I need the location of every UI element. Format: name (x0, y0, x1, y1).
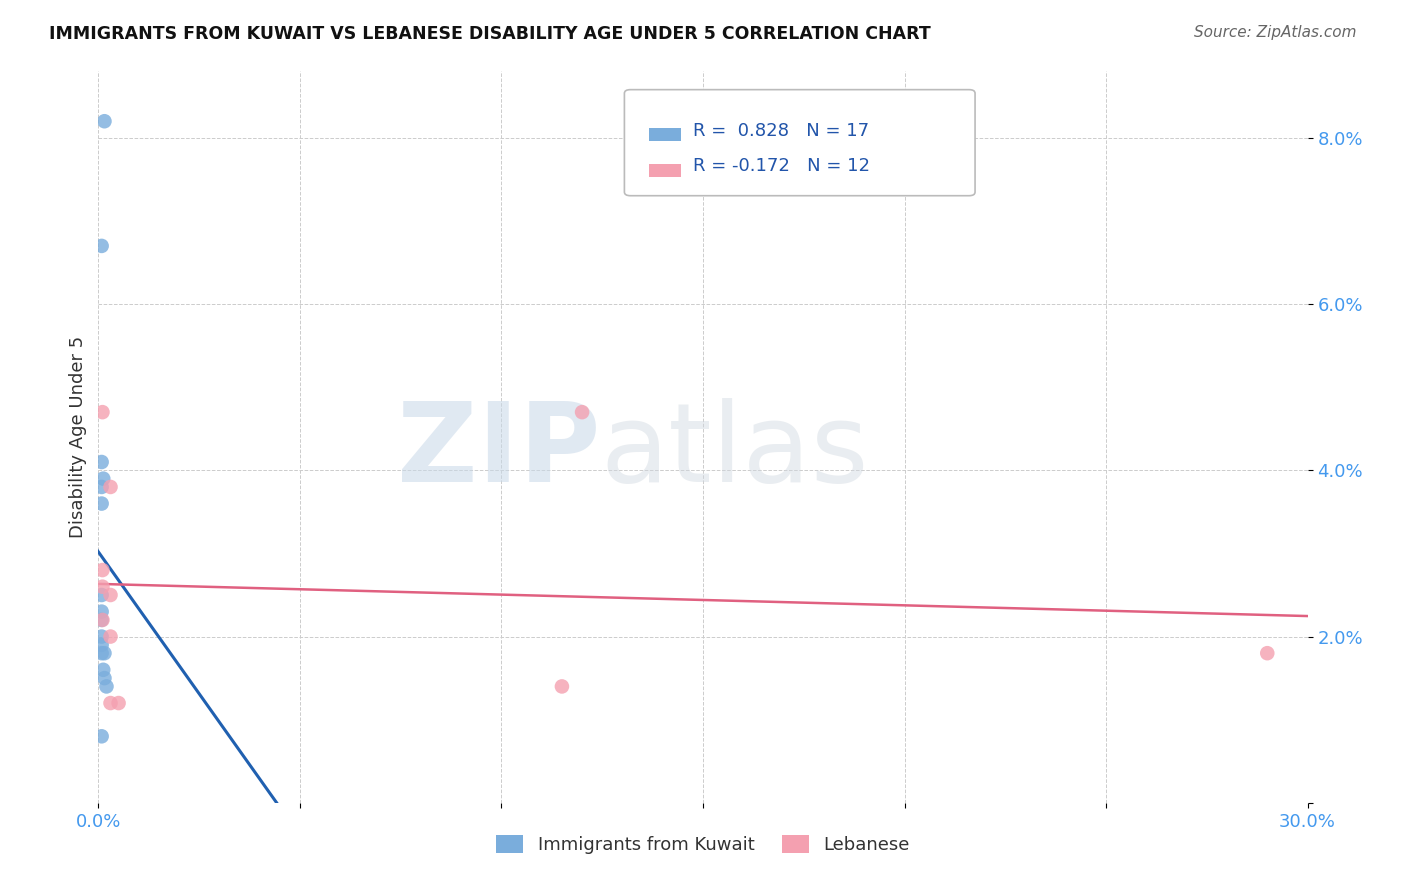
Point (90, 588, 112, 602)
Point (90, 638, 112, 652)
Point (91, 663, 114, 677)
Text: R = -0.172   N = 12: R = -0.172 N = 12 (693, 157, 870, 176)
Text: IMMIGRANTS FROM KUWAIT VS LEBANESE DISABILITY AGE UNDER 5 CORRELATION CHART: IMMIGRANTS FROM KUWAIT VS LEBANESE DISAB… (49, 25, 931, 43)
Point (90, 480, 112, 494)
Text: ZIP: ZIP (396, 398, 600, 505)
Point (100, 588, 122, 602)
FancyBboxPatch shape (648, 164, 682, 177)
Legend: Immigrants from Kuwait, Lebanese: Immigrants from Kuwait, Lebanese (488, 826, 918, 863)
Point (93, 114, 115, 128)
Point (100, 630, 122, 644)
Point (571, 405, 593, 419)
Point (96, 680, 118, 694)
Point (91, 472, 114, 486)
Point (93, 671, 115, 685)
Point (90, 497, 112, 511)
Point (100, 480, 122, 494)
Point (91, 563, 114, 577)
Point (551, 680, 574, 694)
Point (90, 455, 112, 469)
Y-axis label: Disability Age Under 5: Disability Age Under 5 (69, 336, 87, 538)
Text: Source: ZipAtlas.com: Source: ZipAtlas.com (1194, 25, 1357, 40)
Point (90, 239, 112, 253)
FancyBboxPatch shape (624, 90, 976, 195)
Point (91, 580, 114, 594)
Point (1256, 646, 1278, 660)
Point (91, 613, 114, 627)
Text: R =  0.828   N = 17: R = 0.828 N = 17 (693, 122, 869, 140)
Point (90, 613, 112, 627)
Text: atlas: atlas (600, 398, 869, 505)
Point (91, 405, 114, 419)
Point (90, 646, 112, 660)
Point (90, 729, 112, 743)
Point (90, 630, 112, 644)
Point (90, 605, 112, 619)
Point (107, 696, 129, 710)
Point (100, 696, 122, 710)
FancyBboxPatch shape (648, 128, 682, 141)
Point (93, 646, 115, 660)
